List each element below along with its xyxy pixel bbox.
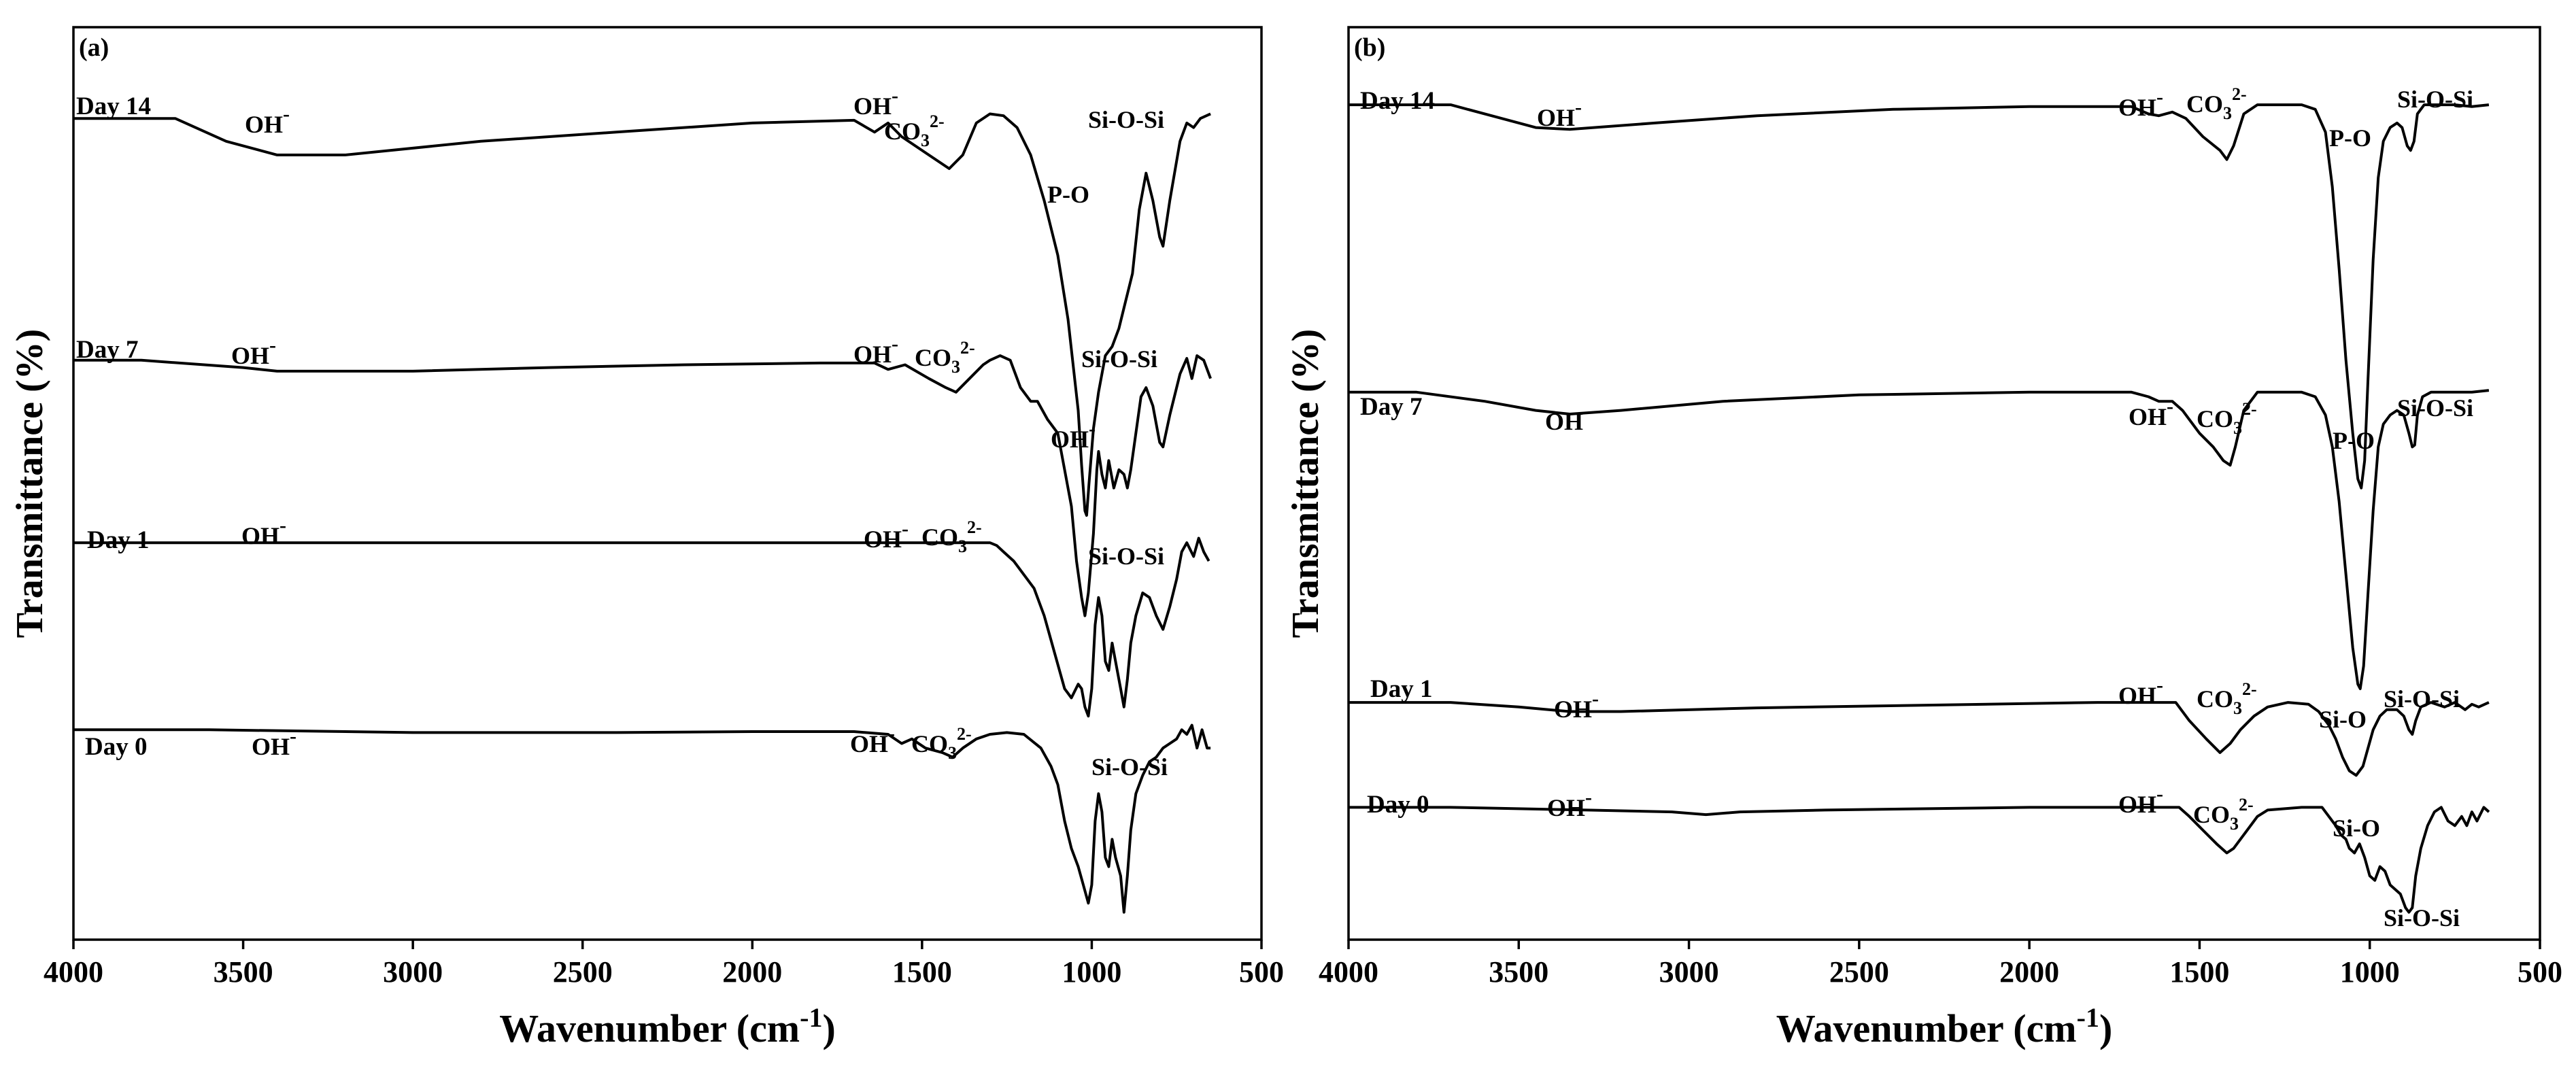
peak-annotation: CO32-: [884, 112, 945, 150]
peak-annotation: OH-: [853, 84, 898, 120]
peak-annotation: OH-: [231, 334, 276, 369]
peak-annotation: P-O: [2333, 427, 2375, 454]
x-tick-label: 500: [2518, 955, 2562, 989]
peak-annotation: Si-O-Si: [1088, 543, 1164, 570]
y-axis-label: Transmittance (%): [9, 329, 51, 638]
peak-annotation: OH-: [1537, 96, 1582, 131]
x-tick-label: 3500: [214, 955, 273, 989]
x-tick-label: 1000: [1062, 955, 1121, 989]
peak-annotation: Si-O-Si: [2384, 904, 2460, 931]
peak-annotation: CO32-: [921, 517, 982, 556]
x-axis-label: Wavenumber (cm-1): [499, 1002, 836, 1050]
series-label: Day 1: [1370, 675, 1432, 703]
peak-annotation: Si-O-Si: [2384, 685, 2460, 713]
series-label: Day 14: [76, 92, 151, 120]
peak-annotation: OH-: [850, 722, 895, 757]
x-tick-label: 3500: [1489, 955, 1548, 989]
peak-annotation: OH-: [864, 517, 909, 553]
peak-annotation: CO32-: [911, 724, 972, 763]
peak-annotation: P-O: [1047, 181, 1089, 208]
peak-annotation: CO32-: [915, 338, 975, 377]
spectrum-line-day-1: [1349, 701, 2490, 777]
peak-annotation: CO32-: [2197, 679, 2257, 718]
spectrum-line-day-14: [1349, 103, 2490, 490]
plot-frame: [1347, 26, 2541, 941]
peak-annotation: CO32-: [2186, 84, 2247, 123]
spectrum-line-day-0: [73, 723, 1211, 914]
peak-annotation: Si-O-Si: [1088, 106, 1164, 133]
x-tick-label: 4000: [44, 955, 103, 989]
peak-annotation: OH-: [2118, 86, 2163, 121]
series-label: Day 0: [1367, 791, 1429, 819]
peak-annotation: CO32-: [2197, 399, 2257, 438]
x-tick-label: 2000: [722, 955, 782, 989]
peak-annotation: CO32-: [2193, 795, 2254, 834]
series-label: Day 14: [1360, 87, 1435, 115]
peak-annotation: Si-O-Si: [1091, 753, 1168, 781]
peak-annotation: P-O: [2329, 124, 2371, 152]
x-tick-label: 2000: [1999, 955, 2059, 989]
panel-label: (b): [1354, 33, 1385, 62]
peak-annotation: OH-: [1545, 400, 1590, 435]
peak-annotation: OH-: [1547, 786, 1592, 821]
x-tick-label: 3000: [1659, 955, 1719, 989]
panel-label: (a): [79, 33, 109, 62]
series-label: Day 7: [76, 336, 138, 364]
panel-a: 4000 3500 3000 2500 2000 1500 1000 500 Wavenumbe…: [9, 26, 1284, 1050]
series-label: Day 7: [1360, 393, 1422, 421]
peak-annotation: Si-O: [2319, 706, 2367, 733]
spectrum-line-day-7: [1349, 389, 2490, 690]
series-label: Day 1: [87, 526, 149, 554]
x-axis-label: Wavenumber (cm-1): [1776, 1002, 2113, 1050]
x-tick-label: 1500: [2169, 955, 2229, 989]
series-label: Day 0: [85, 733, 147, 761]
x-tick-label: 3000: [383, 955, 443, 989]
x-tick-label: 2500: [553, 955, 613, 989]
peak-annotation: Si-O-Si: [2397, 394, 2473, 422]
x-tick-label: 500: [1239, 955, 1284, 989]
peak-annotation: OH-: [2129, 395, 2173, 430]
plot-frame: [72, 26, 1263, 941]
peak-annotation: OH-: [2118, 783, 2163, 818]
y-axis-label: Transmittance (%): [1285, 329, 1327, 638]
peak-annotation: OH-: [1554, 687, 1599, 723]
peak-annotation: OH-: [241, 514, 286, 549]
spectrum-line-day-1: [73, 536, 1210, 718]
peak-annotation: OH-: [2118, 674, 2163, 709]
spectrum-line-day-0: [1349, 806, 2490, 914]
peak-annotation: Si-O: [2333, 815, 2380, 842]
spectrum-line-day-14: [73, 112, 1211, 517]
spectrum-line-day-7: [73, 354, 1212, 617]
x-tick-label: 4000: [1319, 955, 1378, 989]
peak-annotation: OH-: [252, 725, 296, 760]
peak-annotation: OH-: [853, 332, 898, 368]
peak-annotation: Si-O-Si: [1081, 345, 1157, 373]
x-tick-label: 1500: [892, 955, 952, 989]
peak-annotation: OH-: [1051, 417, 1096, 453]
panel-b: 4000 3500 3000 2500 2000 1500 1000 500 Wavenumbe…: [1285, 26, 2562, 1050]
peak-annotation: OH-: [245, 103, 290, 138]
peak-annotation: Si-O-Si: [2397, 86, 2473, 113]
x-tick-label: 2500: [1829, 955, 1889, 989]
x-tick-label: 1000: [2340, 955, 2400, 989]
